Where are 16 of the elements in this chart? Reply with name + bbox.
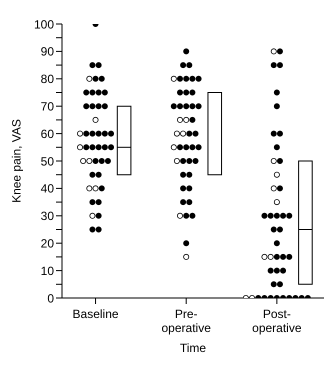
- y-tick-label: 90: [40, 44, 54, 59]
- y-tick-label: 0: [47, 291, 54, 306]
- x-tick-label: Post- operative: [252, 307, 302, 335]
- y-tick-label: 60: [40, 126, 54, 141]
- y-axis-title: Knee pain, VAS: [9, 119, 24, 203]
- x-tick-label: Pre- operative: [162, 307, 212, 335]
- y-tick-label: 30: [40, 209, 54, 224]
- y-tick-label: 20: [40, 236, 54, 250]
- y-tick-label: 50: [40, 154, 54, 168]
- y-tick-label: 10: [40, 264, 54, 278]
- y-tick-label: 40: [40, 182, 54, 196]
- x-axis-title: Time: [180, 341, 206, 355]
- y-tick-label: 70: [40, 99, 54, 114]
- y-tick-label: 100: [34, 17, 54, 32]
- x-tick-label: Baseline: [72, 307, 119, 321]
- y-tick-label: 80: [40, 72, 54, 86]
